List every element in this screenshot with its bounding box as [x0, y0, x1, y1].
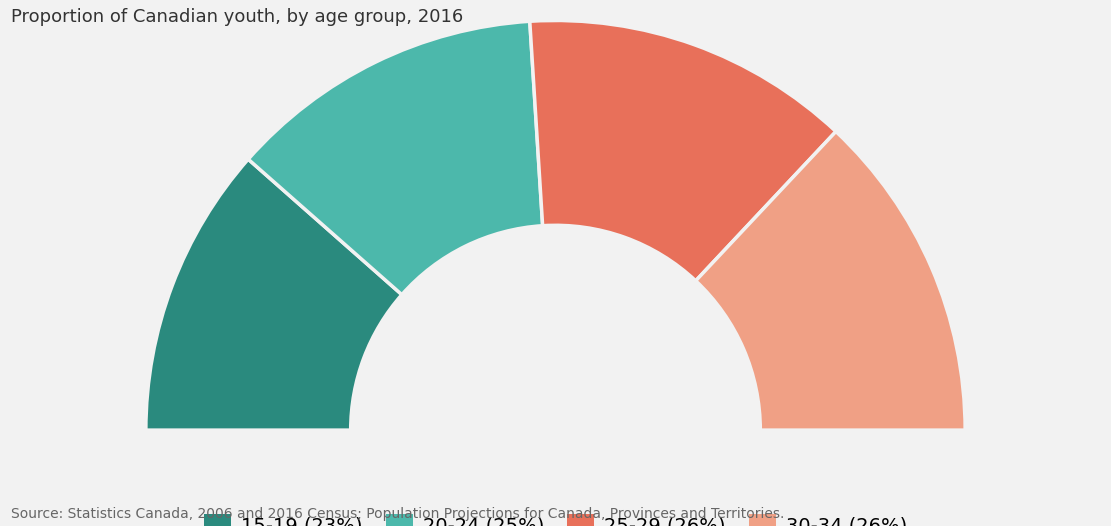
Wedge shape [530, 21, 835, 281]
Text: Proportion of Canadian youth, by age group, 2016: Proportion of Canadian youth, by age gro… [11, 8, 463, 26]
Text: Source: Statistics Canada, 2006 and 2016 Census; Population Projections for Cana: Source: Statistics Canada, 2006 and 2016… [11, 507, 784, 521]
Wedge shape [695, 132, 965, 430]
Legend: 15-19 (23%), 20-24 (25%), 25-29 (26%), 30-34 (26%): 15-19 (23%), 20-24 (25%), 25-29 (26%), 3… [203, 514, 908, 526]
Wedge shape [146, 159, 402, 430]
Wedge shape [248, 21, 542, 295]
